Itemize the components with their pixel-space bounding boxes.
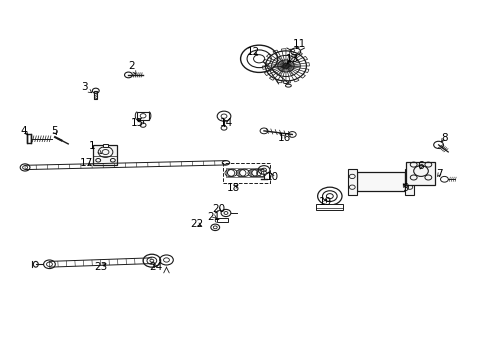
Bar [137,112,149,120]
Text: 19: 19 [318,197,331,207]
Wedge shape [281,49,285,66]
Wedge shape [262,66,285,69]
Text: 15: 15 [130,118,143,128]
Text: 13: 13 [285,54,298,64]
Ellipse shape [285,84,291,87]
Text: 9: 9 [401,183,408,193]
Wedge shape [285,63,309,66]
Text: 5: 5 [51,126,58,135]
Text: 7: 7 [435,168,442,179]
Bar [226,168,238,177]
Wedge shape [285,57,307,66]
Text: 22: 22 [190,219,203,229]
Text: 17: 17 [79,158,92,168]
Text: 1: 1 [89,141,102,154]
Wedge shape [272,50,285,66]
Ellipse shape [222,161,229,165]
Text: 24: 24 [149,262,162,272]
Bar [93,145,117,165]
Wedge shape [276,66,285,83]
Text: 14: 14 [219,118,232,128]
Text: 4: 4 [21,126,28,135]
Text: 11: 11 [292,40,305,49]
Wedge shape [264,66,285,76]
Bar [222,163,270,183]
Wedge shape [285,66,308,73]
Text: 18: 18 [227,183,240,193]
Wedge shape [285,51,302,66]
Bar [94,91,97,99]
Wedge shape [269,66,285,80]
Bar [238,168,250,177]
Bar [216,218,228,222]
Text: 20: 20 [212,204,225,215]
Ellipse shape [283,81,288,84]
Bar [26,134,31,143]
Bar [347,169,356,195]
Wedge shape [285,66,290,83]
Text: 16: 16 [277,133,290,143]
Wedge shape [266,54,285,66]
Text: 21: 21 [207,212,221,221]
Text: 2: 2 [128,61,136,74]
Wedge shape [285,49,294,66]
Bar [356,172,405,191]
Text: 23: 23 [94,262,107,272]
Wedge shape [285,66,298,82]
Text: 10: 10 [265,172,279,182]
Text: 3: 3 [81,82,92,93]
Bar [316,204,343,211]
Bar [405,169,413,195]
Text: 12: 12 [246,46,259,57]
Bar [250,168,262,177]
Bar [406,162,434,185]
Ellipse shape [33,261,38,267]
Bar [103,144,108,147]
Wedge shape [263,59,285,66]
Text: 6: 6 [417,161,424,171]
Wedge shape [285,66,305,78]
Text: 8: 8 [440,133,447,143]
